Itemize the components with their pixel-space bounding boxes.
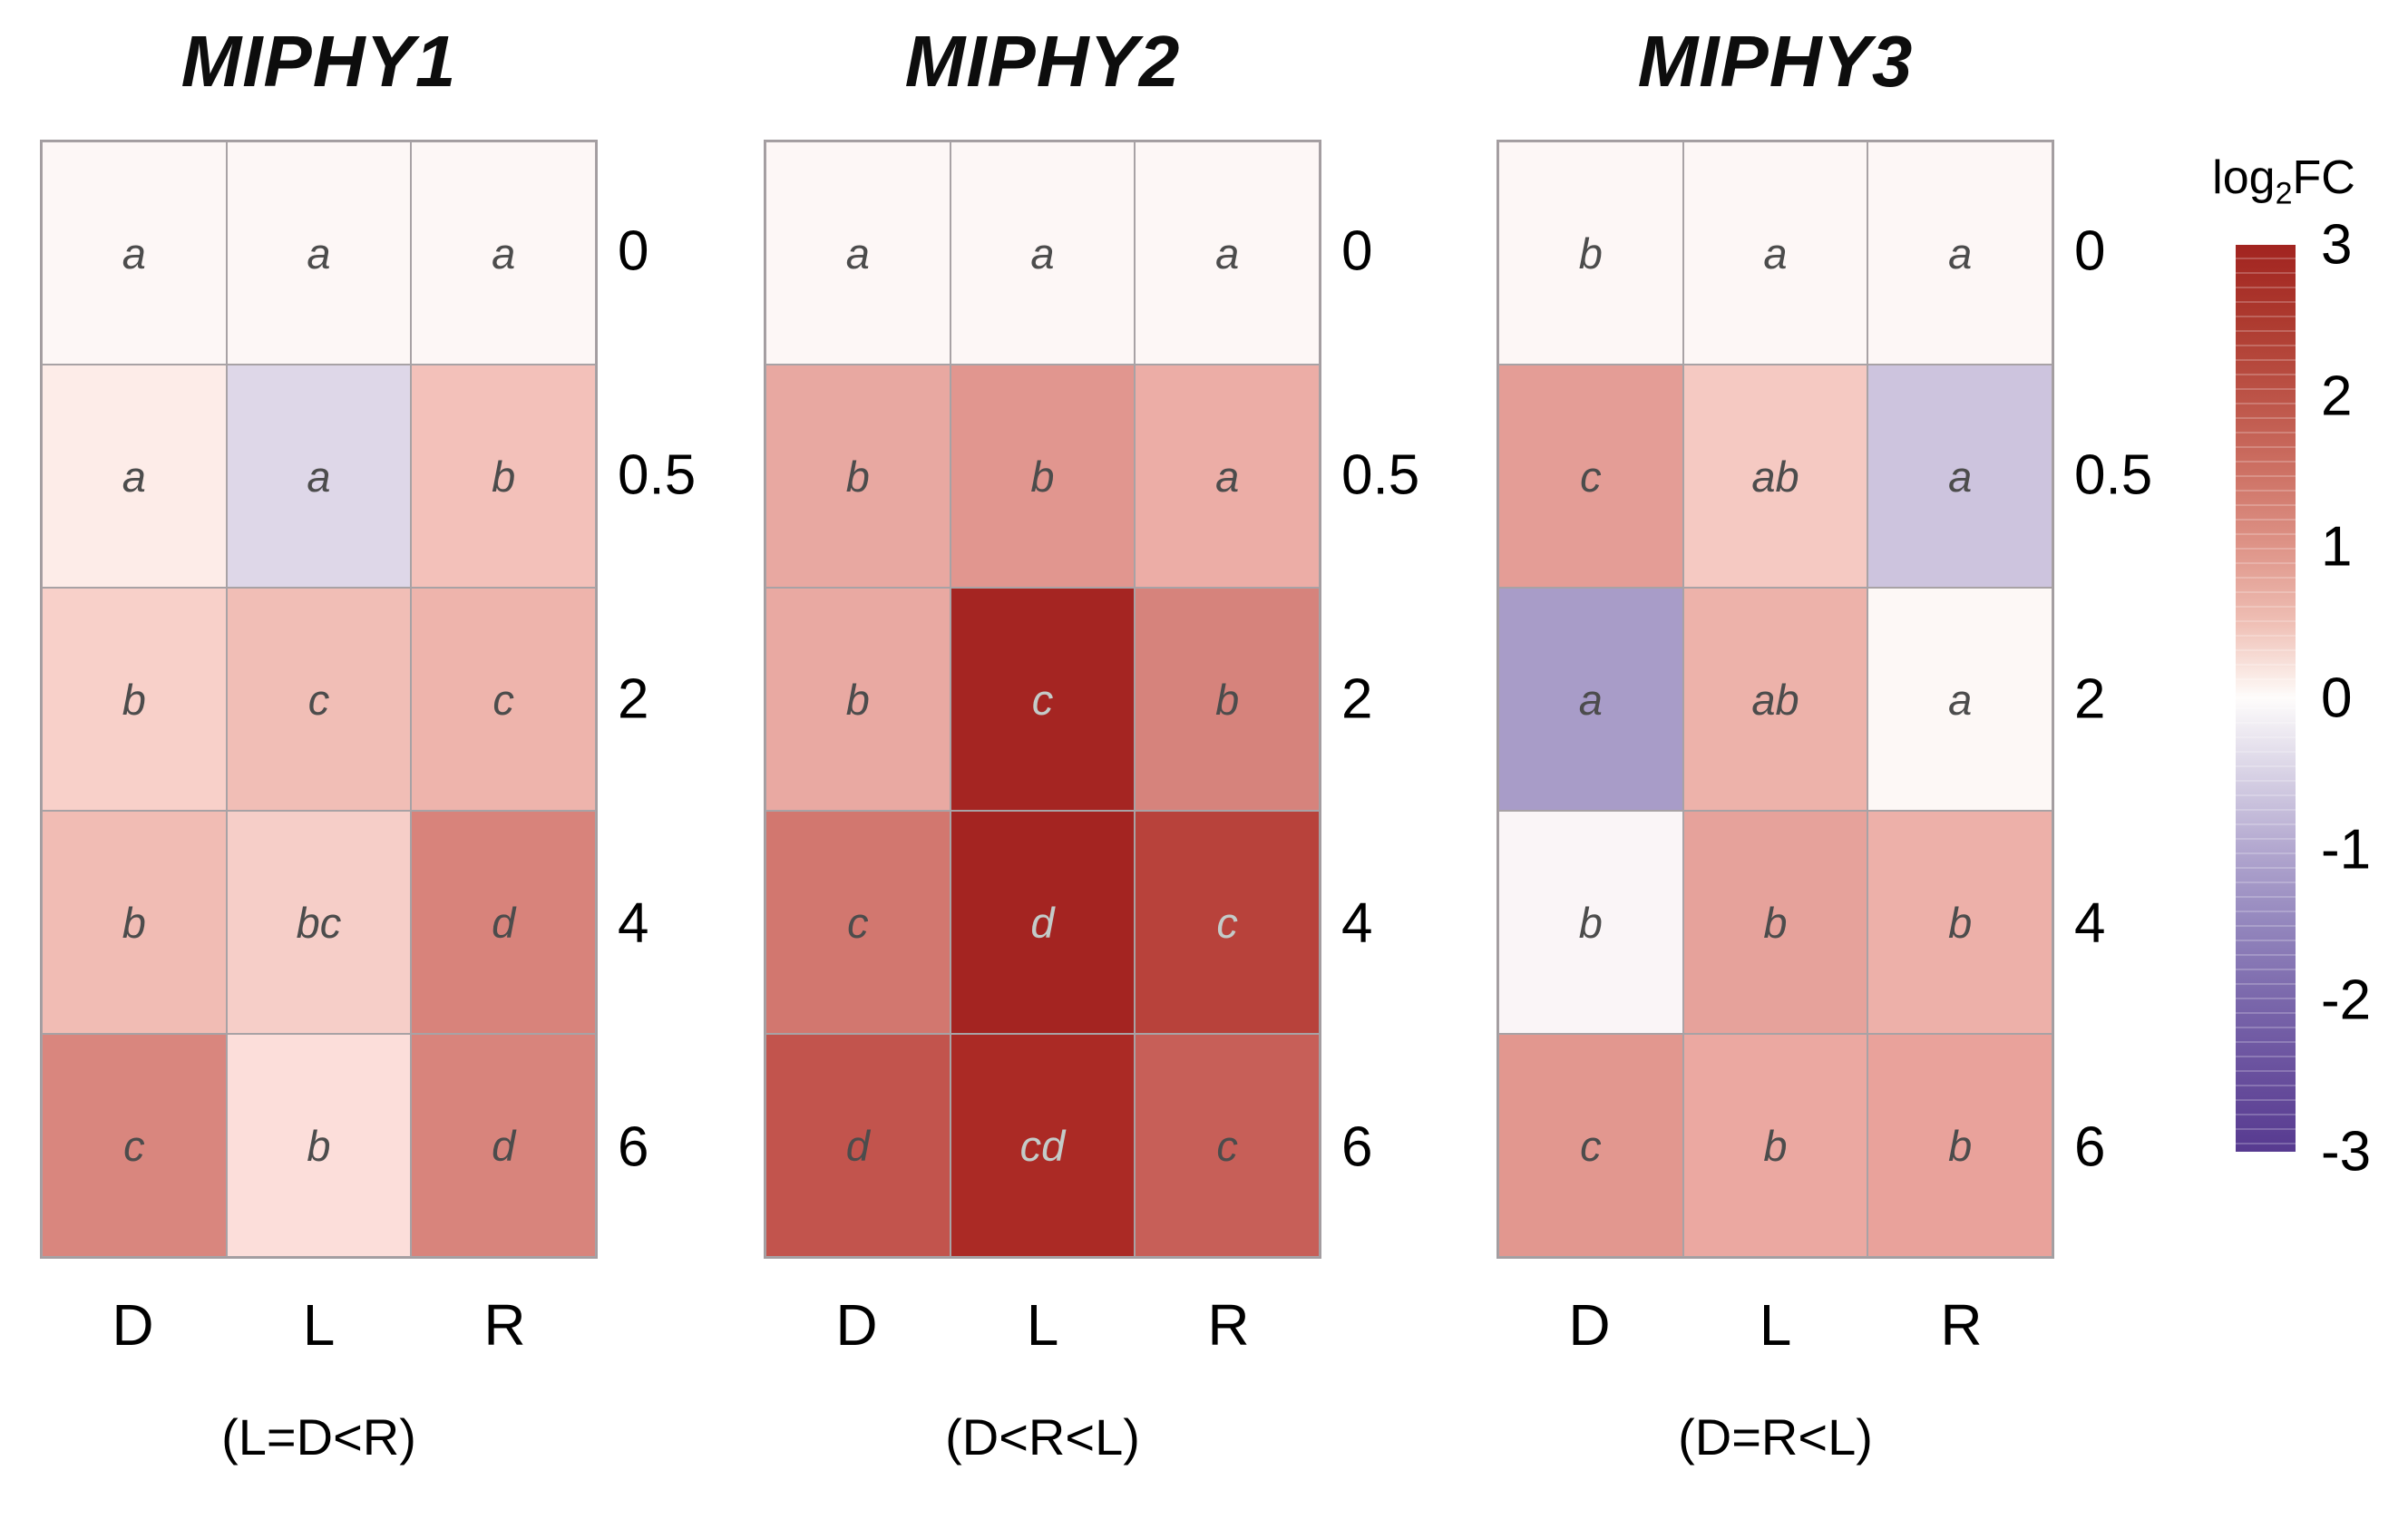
- heatmap-cell: a: [226, 141, 412, 365]
- heatmap-cell: b: [1135, 588, 1320, 811]
- heatmap-cell: c: [42, 1034, 227, 1257]
- heatmap-cell: bc: [226, 811, 412, 1034]
- heatmap-cell: b: [226, 1034, 412, 1257]
- heatmap-grid: a a a b b a b c b c d c d cd c: [764, 140, 1321, 1259]
- panel-title: MIPHY2: [904, 21, 1181, 102]
- heatmap-cell: a: [1498, 588, 1683, 811]
- colorbar-tick-label: -1: [2321, 818, 2372, 881]
- column-label: R: [483, 1292, 526, 1358]
- row-label: 0: [2074, 219, 2106, 283]
- heatmap-cell: b: [42, 811, 227, 1034]
- panel-title: MIPHY1: [180, 21, 457, 102]
- heatmap-cell: c: [1498, 1034, 1683, 1257]
- heatmap-cell: d: [950, 811, 1136, 1034]
- row-label: 0.5: [1341, 443, 1420, 507]
- heatmap-cell: b: [765, 588, 951, 811]
- heatmap-cell: c: [1135, 1034, 1320, 1257]
- heatmap-cell: a: [1867, 141, 2052, 365]
- colorbar-tick-label: -3: [2321, 1120, 2372, 1183]
- row-label: 6: [1341, 1115, 1373, 1179]
- heatmap-cell: b: [1498, 141, 1683, 365]
- heatmap-cell: b: [411, 365, 596, 588]
- heatmap-cell: b: [1498, 811, 1683, 1034]
- heatmap-cell: cd: [950, 1034, 1136, 1257]
- heatmap-cell: a: [42, 141, 227, 365]
- panel-caption: (D<R<L): [945, 1408, 1140, 1466]
- colorbar-tick-labels: 3 2 1 0 -1 -2 -3: [2321, 214, 2408, 1183]
- heatmap-cell: c: [950, 588, 1136, 811]
- panel-title: MIPHY3: [1637, 21, 1914, 102]
- heatmap-cell: c: [411, 588, 596, 811]
- heatmap-cell: d: [411, 1034, 596, 1257]
- heatmap-cell: c: [1498, 365, 1683, 588]
- heatmap-cell: a: [411, 141, 596, 365]
- colorbar-tick-label: 3: [2321, 213, 2353, 277]
- heatmap-cell: b: [1867, 811, 2052, 1034]
- heatmap-cell: a: [42, 365, 227, 588]
- row-axis-labels: 0 0.5 2 4 6: [1341, 0, 1459, 1259]
- heatmap-cell: b: [1682, 1034, 1868, 1257]
- column-label: L: [1026, 1292, 1059, 1358]
- heatmap-cell: a: [765, 141, 951, 365]
- heatmap-cell: b: [1682, 811, 1868, 1034]
- column-label: L: [1759, 1292, 1792, 1358]
- heatmap-cell: c: [765, 811, 951, 1034]
- colorbar-title: log2FC: [2212, 151, 2355, 211]
- column-label: D: [835, 1292, 878, 1358]
- row-label: 4: [2074, 891, 2106, 955]
- column-label: D: [1568, 1292, 1611, 1358]
- colorbar-tick-label: 0: [2321, 667, 2353, 730]
- heatmap-cell: a: [1682, 141, 1868, 365]
- heatmap-cell: ab: [1682, 365, 1868, 588]
- heatmap-cell: b: [765, 365, 951, 588]
- colorbar-tick-label: 1: [2321, 515, 2353, 579]
- heatmap-cell: b: [1867, 1034, 2052, 1257]
- heatmap-cell: b: [42, 588, 227, 811]
- panel-caption: (L=D<R): [221, 1408, 416, 1466]
- heatmap-cell: a: [1135, 365, 1320, 588]
- colorbar-gradient: [2236, 245, 2296, 1152]
- colorbar-tick-label: 2: [2321, 365, 2353, 428]
- row-label: 2: [618, 667, 649, 731]
- row-label: 0: [618, 219, 649, 283]
- row-label: 6: [618, 1115, 649, 1179]
- colorbar-tick-label: -2: [2321, 969, 2372, 1032]
- column-label: R: [1940, 1292, 1983, 1358]
- heatmap-grid: b a a c ab a a ab a b b b c b b: [1496, 140, 2054, 1259]
- heatmap-cell: c: [226, 588, 412, 811]
- heatmap-cell: b: [950, 365, 1136, 588]
- row-label: 0.5: [2074, 443, 2153, 507]
- heatmap-grid: a a a a a b b c c b bc d c b d: [40, 140, 598, 1259]
- heatmap-cell: a: [950, 141, 1136, 365]
- heatmap-cell: ab: [1682, 588, 1868, 811]
- column-label: R: [1207, 1292, 1250, 1358]
- heatmap-cell: a: [1135, 141, 1320, 365]
- heatmap-cell: a: [1867, 365, 2052, 588]
- heatmap-cell: a: [226, 365, 412, 588]
- heatmap-cell: d: [765, 1034, 951, 1257]
- row-axis-labels: 0 0.5 2 4 6: [618, 0, 736, 1259]
- heatmap-cell: c: [1135, 811, 1320, 1034]
- row-label: 4: [1341, 891, 1373, 955]
- row-label: 2: [2074, 667, 2106, 731]
- row-label: 4: [618, 891, 649, 955]
- panel-caption: (D=R<L): [1678, 1408, 1873, 1466]
- row-label: 0.5: [618, 443, 697, 507]
- heatmap-cell: a: [1867, 588, 2052, 811]
- row-label: 0: [1341, 219, 1373, 283]
- heatmap-cell: d: [411, 811, 596, 1034]
- colorbar: 3 2 1 0 -1 -2 -3: [2236, 214, 2371, 1183]
- row-label: 6: [2074, 1115, 2106, 1179]
- row-axis-labels: 0 0.5 2 4 6: [2074, 0, 2192, 1259]
- row-label: 2: [1341, 667, 1373, 731]
- column-label: D: [112, 1292, 154, 1358]
- column-label: L: [302, 1292, 336, 1358]
